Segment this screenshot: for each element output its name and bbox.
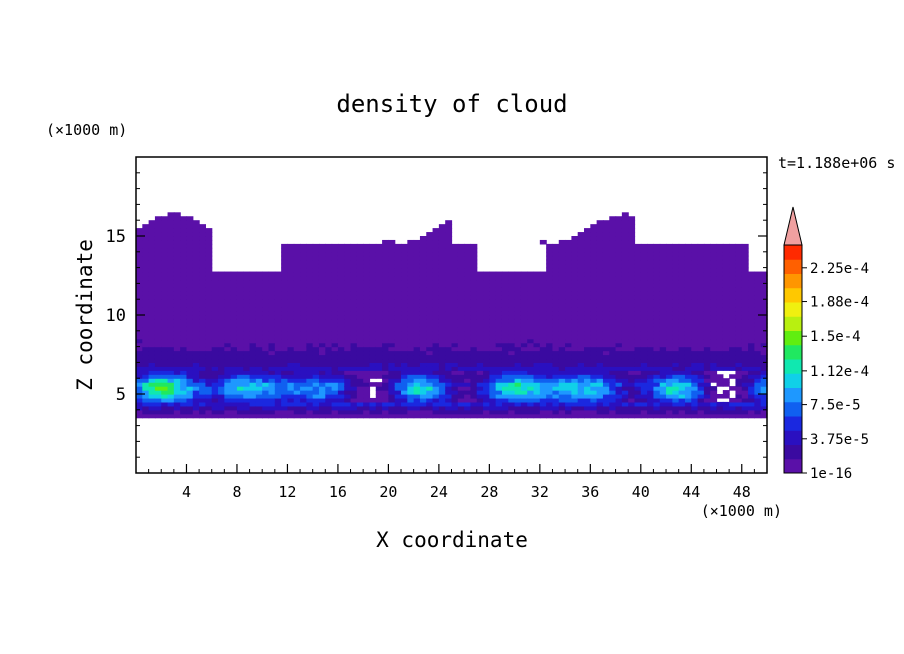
colorbar-segment [784, 330, 802, 346]
y-tick-label: 5 [116, 385, 126, 405]
colorbar-extend-arrow [783, 206, 803, 246]
time-label: t=1.188e+06 s [778, 154, 895, 172]
x-tick-label: 20 [379, 483, 397, 501]
colorbar-segment [784, 359, 802, 374]
density-field [136, 212, 768, 419]
colorbar: 1e-16 3.75e-5 7.5e-5 1.12e-4 1.5e-4 1.88e-4 2.… [783, 206, 869, 482]
x-tick-label: 36 [581, 483, 599, 501]
colorbar-label: 7.5e-5 [810, 398, 861, 414]
x-tick-label: 32 [531, 483, 549, 501]
colorbar-segment [784, 430, 802, 445]
x-tick-label: 48 [733, 483, 751, 501]
colorbar-segment [784, 273, 802, 289]
colorbar-segment [784, 416, 802, 431]
y-tick-label: 10 [106, 306, 126, 326]
colorbar-label: 1.5e-4 [810, 329, 861, 345]
colorbar-segment [784, 444, 802, 460]
colorbar-segment [784, 458, 802, 474]
x-axis-label: X coordinate [376, 528, 528, 552]
colorbar-label: 1.12e-4 [810, 364, 869, 380]
colorbar-frame [783, 244, 803, 474]
x-tick-label: 4 [182, 483, 191, 501]
x-tick-label: 12 [278, 483, 296, 501]
colorbar-segment [784, 344, 802, 360]
x-axis-ticks: 4 8 12 16 20 24 28 32 36 40 44 48 [148, 464, 755, 501]
colorbar-label: 3.75e-5 [810, 432, 869, 448]
x-tick-label: 28 [480, 483, 498, 501]
colorbar-segment [784, 259, 802, 274]
colorbar-label: 2.25e-4 [810, 261, 869, 277]
x-unit-label: (×1000 m) [701, 502, 782, 520]
y-axis-label: Z coordinate [73, 239, 97, 391]
colorbar-segment [784, 302, 802, 317]
x-tick-label: 44 [682, 483, 700, 501]
colorbar-segment [784, 316, 802, 331]
x-tick-label: 40 [632, 483, 650, 501]
x-tick-label: 16 [329, 483, 347, 501]
x-tick-label: 24 [430, 483, 448, 501]
colorbar-segment [784, 387, 802, 403]
colorbar-segment [784, 373, 802, 388]
colorbar-segment [784, 401, 802, 417]
colorbar-label: 1e-16 [810, 466, 852, 482]
colorbar-label: 1.88e-4 [810, 295, 869, 311]
y-tick-label: 15 [106, 227, 126, 247]
chart-title: density of cloud [336, 90, 567, 118]
y-unit-label: (×1000 m) [46, 121, 127, 139]
y-axis-ticks: 5 10 15 [106, 172, 767, 458]
colorbar-segment [784, 245, 802, 260]
x-tick-label: 8 [232, 483, 241, 501]
colorbar-segment [784, 287, 802, 303]
